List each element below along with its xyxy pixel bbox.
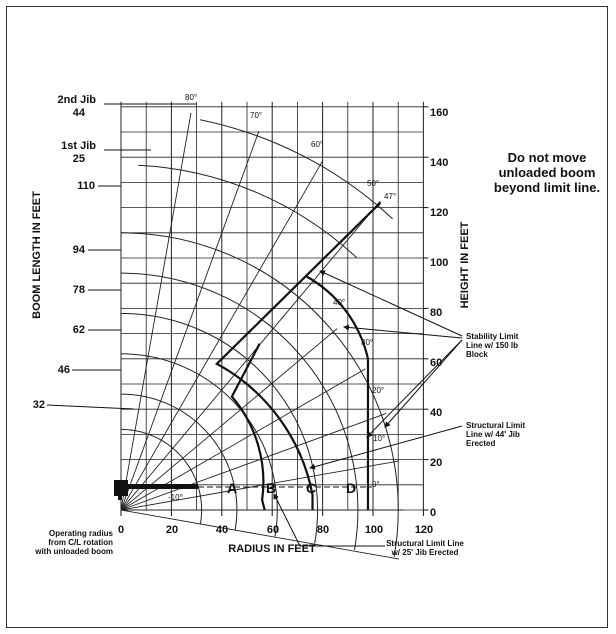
zone-b: B xyxy=(266,480,276,496)
boom-arc xyxy=(120,272,359,551)
y-tick-labels: 0 20 40 60 80 100 120 140 160 xyxy=(430,107,448,519)
jib-arc xyxy=(200,119,393,220)
boom-length-78: 78 xyxy=(73,284,85,296)
stability-limit xyxy=(304,274,370,510)
boom-length-62: 62 xyxy=(73,324,85,336)
x-tick: 40 xyxy=(216,524,228,536)
x-tick: 60 xyxy=(267,524,279,536)
structural-limit-44 xyxy=(214,201,382,510)
boom-length-94: 94 xyxy=(73,244,86,256)
zone-c: C xyxy=(306,480,316,496)
angle-0: 0° xyxy=(372,480,380,489)
warning-line-2: unloaded boom xyxy=(499,165,596,180)
operating-line-1: Operating radius xyxy=(49,529,114,538)
y-tick: 120 xyxy=(430,207,448,219)
boom-length-110: 110 xyxy=(77,180,95,192)
crane-base-icon xyxy=(114,480,372,500)
y-tick: 0 xyxy=(430,507,436,519)
x-tick: 120 xyxy=(415,524,433,536)
warning-line-1: Do not move xyxy=(508,150,587,165)
stability-note: Stability Limit Line w/ 150 lb Block xyxy=(466,332,519,359)
operating-line-2: from C/L rotation xyxy=(48,538,113,547)
angle-labels: 80° 70° 60° 50° 47° 40° 30° 20° 10° 0° -… xyxy=(168,93,396,502)
y-tick: 100 xyxy=(430,257,448,269)
x-tick: 20 xyxy=(166,524,178,536)
structural-25-line-2: w/ 25' Jib Erected xyxy=(391,548,459,557)
stability-line-3: Block xyxy=(466,350,488,359)
x-tick: 80 xyxy=(317,524,329,536)
annotation-arrows xyxy=(273,270,463,547)
angle-neg10: -10° xyxy=(168,493,183,502)
y-tick: 60 xyxy=(430,357,442,369)
angle-ray xyxy=(120,509,400,560)
angle-ray xyxy=(120,460,400,511)
jib-labels: 2nd Jib 44 1st Jib 25 xyxy=(57,94,96,165)
structural-44-note: Structural Limit Line w/ 44' Jib Erected xyxy=(466,421,525,448)
chart-frame xyxy=(6,6,608,628)
x-tick: 0 xyxy=(118,524,124,536)
structural-25-line-1: Structural Limit Line xyxy=(386,539,464,548)
angle-60: 60° xyxy=(311,140,323,149)
structural-limit-25 xyxy=(230,343,266,511)
limit-lines xyxy=(214,201,382,511)
jib-1st-name: 1st Jib xyxy=(61,140,96,152)
boom-length-labels: 32 46 62 78 94 110 xyxy=(33,180,95,411)
y-left-axis-label: BOOM LENGTH IN FEET xyxy=(31,191,43,319)
x-tick-labels: 0 20 40 60 80 100 120 xyxy=(118,524,433,536)
angle-ray xyxy=(120,328,338,511)
warning-line-3: beyond limit line. xyxy=(494,180,600,195)
structural-44-line-3: Erected xyxy=(466,439,495,448)
angle-20: 20° xyxy=(372,386,384,395)
boom-length-46: 46 xyxy=(58,364,70,376)
structural-44-line-1: Structural Limit xyxy=(466,421,525,430)
y-tick: 160 xyxy=(430,107,448,119)
boom-arc xyxy=(120,232,399,557)
angle-ray xyxy=(120,112,192,511)
angle-ray xyxy=(120,160,323,511)
zone-a: A xyxy=(227,480,237,496)
zone-labels: A B C D xyxy=(227,480,356,496)
y-tick: 140 xyxy=(430,157,448,169)
structural-44-line-2: Line w/ 44' Jib xyxy=(466,430,520,439)
jib-2nd-value: 44 xyxy=(73,107,86,119)
angle-30: 30° xyxy=(361,338,373,347)
warning-note: Do not move unloaded boom beyond limit l… xyxy=(494,150,600,195)
stability-line-2: Line w/ 150 lb xyxy=(466,341,518,350)
angle-70: 70° xyxy=(250,111,262,120)
y-tick: 80 xyxy=(430,307,442,319)
x-axis-label: RADIUS IN FEET xyxy=(228,543,316,555)
stability-line-1: Stability Limit xyxy=(466,332,519,341)
jib-arc xyxy=(138,164,357,258)
structural-25-note: Structural Limit Line w/ 25' Jib Erected xyxy=(386,539,464,557)
y-tick: 40 xyxy=(430,407,442,419)
boom-arcs xyxy=(120,119,399,557)
y-tick: 20 xyxy=(430,457,442,469)
boom-length-leaders xyxy=(46,103,196,410)
y-right-axis-label: HEIGHT IN FEET xyxy=(459,221,471,308)
operating-line-3: with unloaded boom xyxy=(34,547,113,556)
jib-1st-value: 25 xyxy=(73,153,85,165)
zone-d: D xyxy=(346,480,356,496)
boom-angle-lines xyxy=(120,112,404,560)
angle-47: 47° xyxy=(384,192,396,201)
operating-radius-note: Operating radius from C/L rotation with … xyxy=(34,529,113,556)
angle-40: 40° xyxy=(333,298,345,307)
angle-10: 10° xyxy=(373,434,385,443)
angle-ray xyxy=(120,130,260,511)
angle-80: 80° xyxy=(185,93,197,102)
angle-50: 50° xyxy=(367,179,379,188)
jib-2nd-name: 2nd Jib xyxy=(57,94,96,106)
angle-ray xyxy=(120,200,381,511)
x-tick: 100 xyxy=(365,524,383,536)
angle-ray xyxy=(120,413,387,511)
boom-length-32: 32 xyxy=(33,399,45,411)
